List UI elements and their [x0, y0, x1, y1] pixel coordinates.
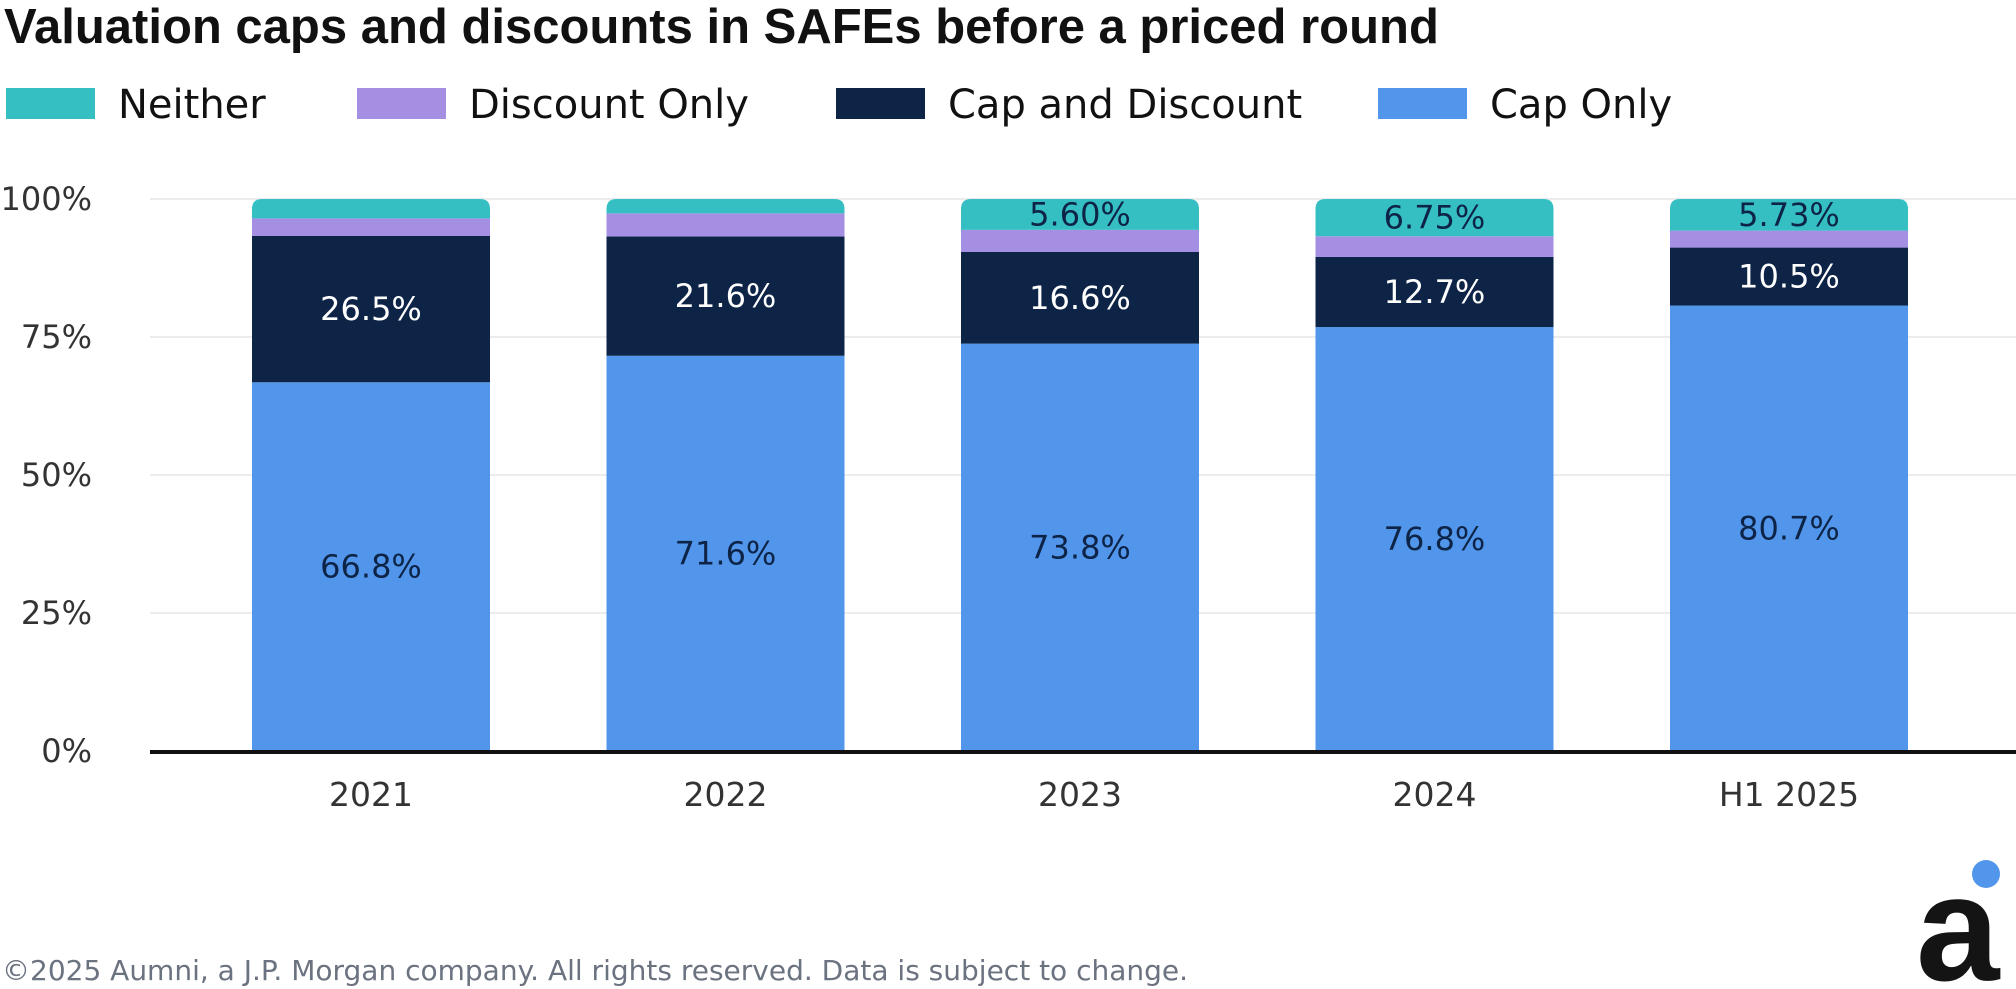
bar-cap-and-discount-2021: [252, 235, 490, 383]
legend-item-cap-only: Cap Only: [1378, 82, 1672, 128]
legend-swatch: [836, 88, 925, 119]
x-tick-label: 2024: [1393, 775, 1477, 814]
bar-discount-only-2021: [252, 218, 490, 236]
data-label-neither-2024: 6.75%: [1384, 199, 1486, 237]
bar-neither-2021: [252, 199, 490, 219]
bar-neither-2024: [1315, 199, 1554, 237]
legend-swatch: [6, 88, 95, 119]
bar-cap-only-2021: [252, 382, 490, 751]
bar-cap-only-2023: [961, 343, 1199, 751]
bar-cap-and-discount-h1-2025: [1670, 247, 1908, 306]
bar-cap-and-discount-2023: [961, 251, 1199, 344]
data-label-cap-only-2022: 71.6%: [675, 534, 777, 572]
logo-dot: [1972, 860, 2000, 888]
bar-cap-and-discount-2022: [606, 236, 845, 356]
x-tick-label: H1 2025: [1719, 775, 1859, 814]
data-label-cap-only-2024: 76.8%: [1384, 520, 1486, 558]
data-label-cap-only-2021: 66.8%: [320, 548, 422, 586]
legend-item-cap-and-discount: Cap and Discount: [836, 82, 1302, 128]
data-label-neither-2023: 5.60%: [1029, 195, 1131, 233]
x-tick-label: 2023: [1038, 775, 1122, 814]
y-tick-label: 75%: [21, 318, 92, 356]
data-label-cap-only-h1-2025: 80.7%: [1738, 509, 1840, 547]
y-tick-label: 100%: [1, 180, 92, 218]
bar-cap-and-discount-2024: [1315, 256, 1554, 328]
y-tick-label: 50%: [21, 456, 92, 494]
legend-label: Cap and Discount: [948, 82, 1302, 128]
data-label-cap-and-discount-2022: 21.6%: [675, 277, 777, 315]
data-label-neither-h1-2025: 5.73%: [1738, 196, 1840, 234]
bar-discount-only-h1-2025: [1670, 230, 1908, 248]
x-axis: 2021 2022 2023 2024 H1 2025: [150, 750, 2016, 814]
chart-title: Valuation caps and discounts in SAFEs be…: [4, 0, 1439, 54]
bar-neither-2022: [606, 199, 845, 214]
y-tick-label: 25%: [21, 594, 92, 632]
data-label-cap-only-2023: 73.8%: [1029, 528, 1131, 566]
logo-letter: a: [1916, 844, 2001, 989]
legend-item-discount-only: Discount Only: [357, 82, 749, 128]
bar-cap-only-h1-2025: [1670, 305, 1908, 751]
y-tick-label: 0%: [41, 732, 92, 770]
data-label-cap-and-discount-h1-2025: 10.5%: [1738, 258, 1840, 296]
bar-discount-only-2023: [961, 229, 1199, 252]
bar-cap-only-2022: [606, 355, 845, 751]
data-label-cap-and-discount-2023: 16.6%: [1029, 279, 1131, 317]
legend-item-neither: Neither: [6, 82, 266, 128]
bar-discount-only-2024: [1315, 236, 1554, 257]
bar-discount-only-2022: [606, 213, 845, 237]
bar-neither-2023: [961, 199, 1199, 230]
legend-label: Neither: [118, 82, 266, 128]
data-label-cap-and-discount-2021: 26.5%: [320, 290, 422, 328]
data-label-cap-and-discount-2024: 12.7%: [1384, 273, 1486, 311]
x-tick-label: 2022: [684, 775, 768, 814]
aumni-logo: a: [1916, 844, 2001, 989]
legend-swatch: [357, 88, 446, 119]
legend-swatch: [1378, 88, 1467, 119]
copyright-footer: ©2025 Aumni, a J.P. Morgan company. All …: [2, 954, 1188, 987]
y-axis: 0% 25% 50% 75% 100%: [1, 180, 92, 770]
x-tick-label: 2021: [329, 775, 413, 814]
bar-cap-only-2024: [1315, 327, 1554, 751]
data-labels: 66.8% 26.5% 71.6% 21.6% 73.8% 16.6% 5.60% 76.8%…: [320, 195, 1840, 585]
bar-neither-h1-2025: [1670, 199, 1908, 231]
bars: [252, 199, 1908, 751]
legend: Neither Discount Only Cap and Discount Cap …: [6, 82, 1672, 128]
legend-label: Discount Only: [469, 82, 749, 128]
legend-label: Cap Only: [1490, 82, 1672, 128]
